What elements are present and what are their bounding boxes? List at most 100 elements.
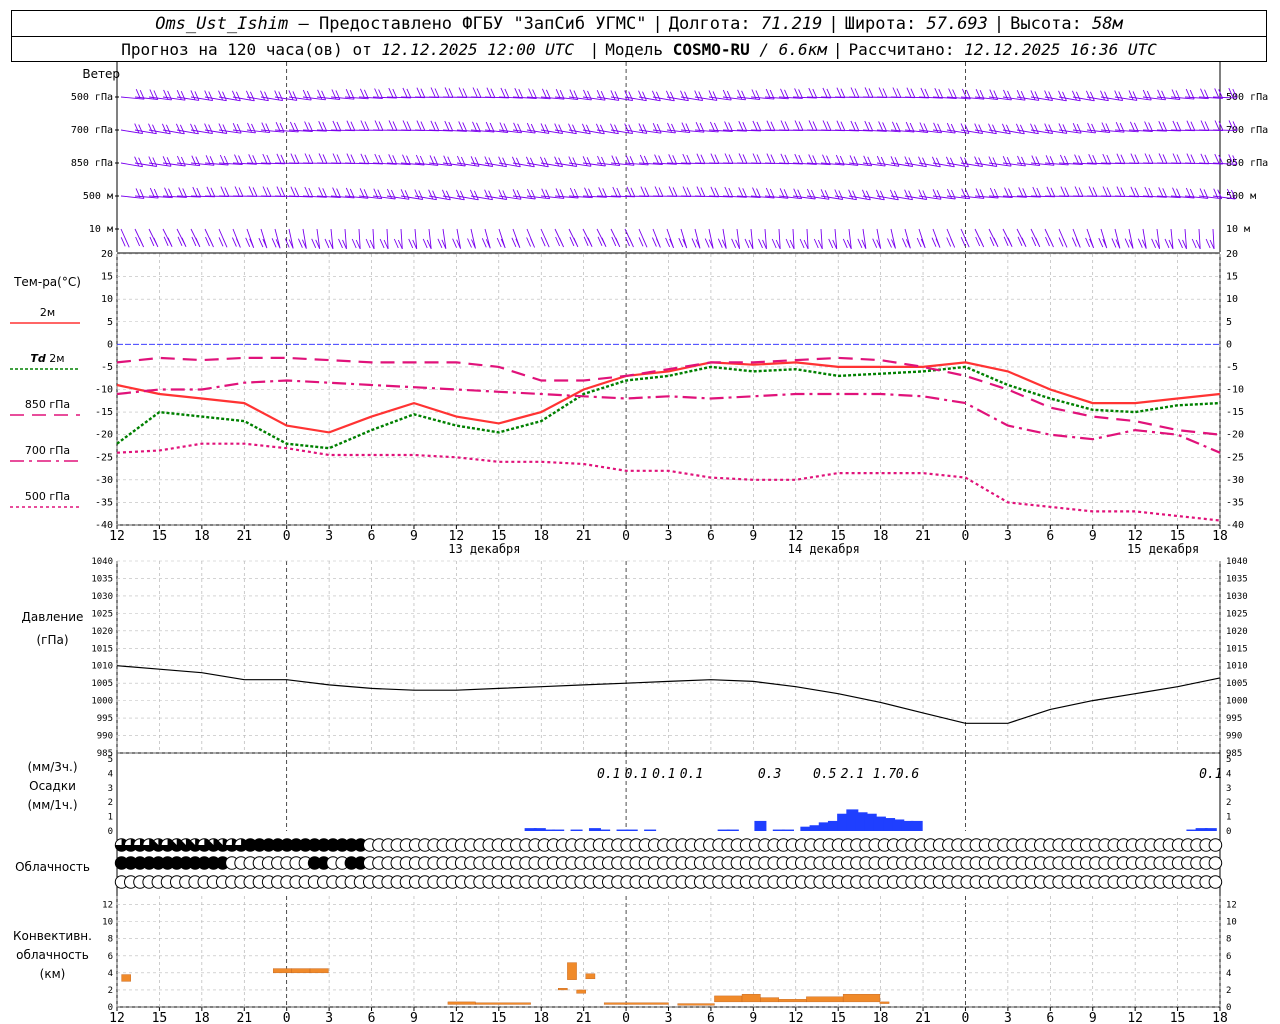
precip-bar: [892, 819, 905, 831]
wind-barb-icon: [792, 154, 818, 165]
precip-ytick-right: 5: [1226, 755, 1231, 765]
wind-barb-icon: [665, 228, 675, 249]
wind-barb-icon: [442, 121, 468, 132]
wind-barb-icon: [526, 228, 536, 248]
legend-t850: 850 гПа: [24, 398, 71, 411]
conv-ytick-right: 2: [1226, 986, 1231, 996]
wind-barb-icon: [232, 154, 258, 165]
wind-barb-icon: [736, 187, 761, 199]
wind-barb-icon: [316, 187, 342, 199]
x-tick-label: 15: [491, 1011, 507, 1024]
x-tick-label: 6: [707, 529, 715, 544]
wind-barb-icon: [414, 189, 438, 201]
wind-barb-icon: [1058, 228, 1068, 248]
temp-series-line: [116, 442, 1221, 522]
wind-barb-icon: [758, 228, 767, 250]
wind-barb-icon: [1002, 123, 1025, 135]
wind-barb-icon: [554, 156, 578, 167]
temp-ytick-right: -10: [1226, 385, 1244, 396]
precip-total-label: 0.6: [896, 767, 920, 782]
precip-bar: [772, 829, 785, 831]
legend-t700: 700 гПа: [24, 444, 71, 457]
convective-bar: [760, 997, 780, 1003]
wind-barb-icon: [799, 228, 809, 250]
wind-barb-icon: [218, 90, 241, 102]
temp-series-line: [116, 356, 1221, 436]
x-tick-label: 12: [788, 1011, 804, 1024]
wind-barb-icon: [456, 189, 479, 201]
wind-barb-icon: [1142, 121, 1168, 132]
wind-barb-icon: [526, 88, 551, 100]
wind-level-label: 500 гПа: [71, 92, 113, 103]
wind-barb-icon: [271, 228, 281, 249]
temp-ytick: 0: [107, 339, 113, 350]
wind-barb-icon: [717, 228, 727, 249]
x-tick-label: 9: [410, 529, 418, 544]
x-tick-label: 3: [1004, 1011, 1012, 1024]
convective-bar: [291, 968, 311, 974]
header-row-2: Прогноз на 120 часа(ов) от 12.12.2025 12…: [11, 36, 1267, 62]
temp-ytick: 20: [101, 249, 113, 260]
pres-ytick: 1025: [91, 609, 113, 619]
x-tick-label: 18: [1212, 529, 1228, 544]
legend-t2m: 2м: [39, 306, 56, 319]
wind-barb-icon: [848, 120, 874, 132]
wind-barb-icon: [1072, 90, 1095, 102]
wind-level-label: 700 гПа: [71, 125, 113, 136]
wind-barb-icon: [386, 154, 411, 166]
wind-barb-icon: [946, 156, 969, 168]
temp-series-line: [116, 361, 1221, 434]
wind-barb-icon: [596, 186, 622, 198]
cloud-label: Облачность: [15, 860, 90, 874]
wind-barb-icon: [820, 189, 844, 200]
wind-barb-icon: [1142, 153, 1168, 164]
alt-label: Высота:: [1010, 13, 1082, 34]
wind-barb-icon: [834, 189, 858, 201]
wind-barb-icon: [1205, 228, 1215, 250]
temp-ytick: -15: [95, 407, 113, 418]
wind-barb-icon: [666, 122, 691, 134]
wind-barb-icon: [596, 90, 620, 101]
wind-barb-icon: [1114, 153, 1140, 165]
wind-barb-icon: [297, 228, 307, 249]
wind-barb-icon: [372, 154, 398, 165]
wind-barb-icon: [1072, 154, 1098, 165]
conv-ytick-right: 12: [1226, 901, 1237, 911]
wind-barb-icon: [540, 123, 564, 135]
wind-barb-icon: [176, 186, 202, 198]
conv-ytick-right: 10: [1226, 918, 1237, 928]
precip-bar: [552, 829, 565, 831]
wind-barb-icon: [554, 123, 577, 135]
pres-ytick-right: 985: [1226, 749, 1242, 759]
conv-ytick-right: 8: [1226, 935, 1231, 945]
x-tick-label: 6: [707, 1011, 715, 1024]
wind-barb-icon: [988, 123, 1011, 135]
precip-total-label: 0.1: [1199, 767, 1222, 782]
wind-barb-icon: [511, 228, 521, 248]
wind-barb-icon: [890, 189, 914, 201]
wind-barb-icon: [901, 228, 911, 249]
wind-barb-icon: [1071, 228, 1081, 248]
pres-ytick: 1030: [91, 592, 113, 602]
pres-ytick-right: 995: [1226, 714, 1242, 724]
wind-barb-icon: [1137, 228, 1147, 249]
wind-barb-icon: [932, 156, 955, 168]
precip-bar: [818, 822, 831, 831]
wind-barb-icon: [1191, 228, 1201, 250]
wind-barb-icon: [302, 153, 328, 164]
x-tick-label: 15: [1170, 529, 1186, 544]
wind-barb-icon: [540, 156, 564, 168]
wind-barb-icon: [1198, 153, 1224, 165]
wind-barb-icon: [120, 228, 130, 248]
wind-barb-icon: [680, 90, 704, 102]
wind-barb-icon: [1030, 90, 1054, 102]
wind-barb-icon: [176, 90, 200, 101]
wind-barb-icon: [1198, 120, 1224, 131]
convective-bar: [806, 996, 844, 1003]
wind-barb-icon: [1085, 228, 1095, 249]
temp-series-line: [116, 365, 1221, 450]
wind-barb-icon: [946, 228, 956, 248]
wind-barb-icon: [1151, 228, 1161, 249]
precip-bar: [1195, 828, 1208, 831]
wind-barb-icon: [918, 156, 941, 168]
